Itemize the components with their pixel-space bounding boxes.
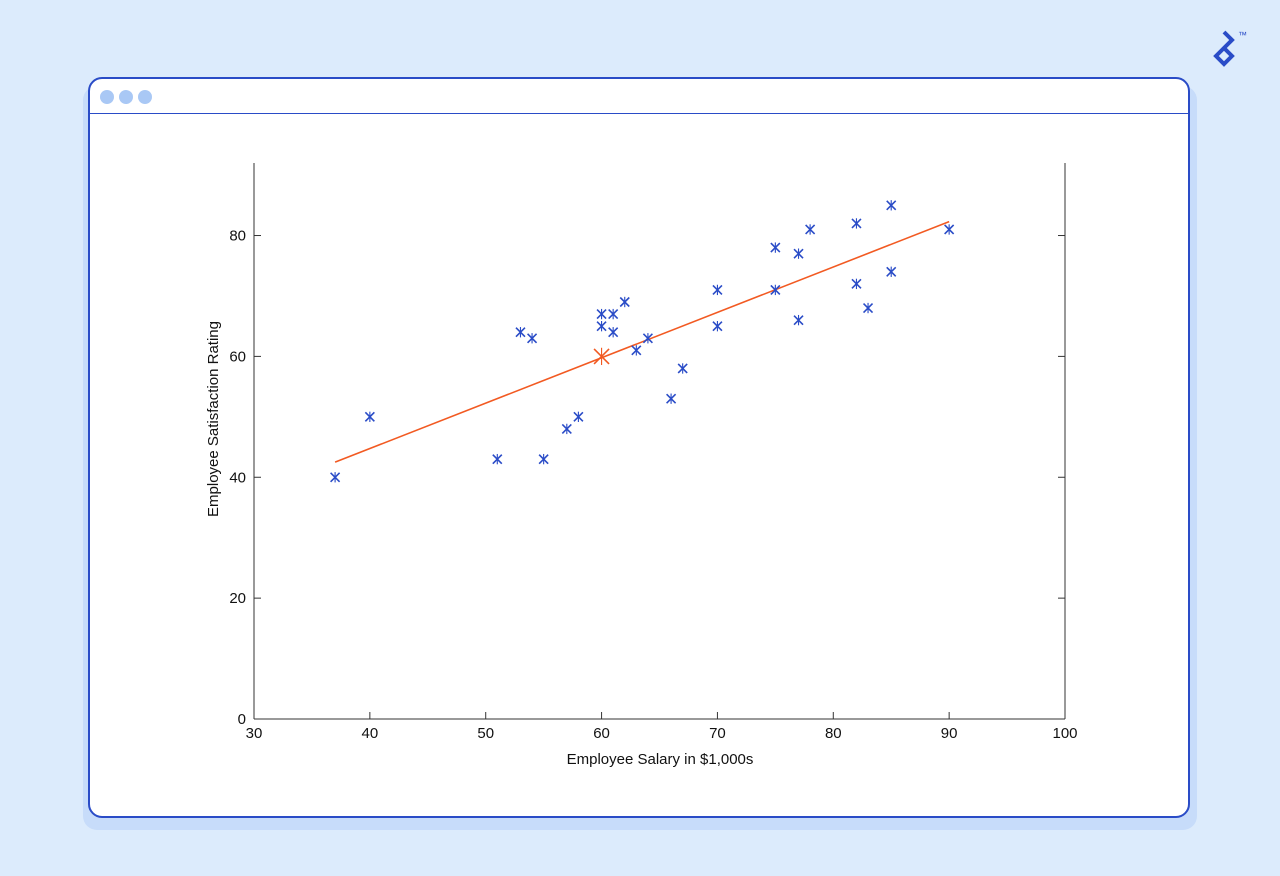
data-point <box>573 411 584 423</box>
data-point <box>886 266 897 277</box>
data-point <box>944 224 955 235</box>
browser-window <box>88 77 1190 818</box>
data-point <box>677 363 688 374</box>
data-points <box>330 200 955 483</box>
data-point <box>851 278 862 290</box>
data-point <box>538 453 549 465</box>
data-point <box>596 308 607 320</box>
x-tick-label: 70 <box>709 725 726 742</box>
x-tick-label: 30 <box>246 725 263 742</box>
fit-line-group <box>334 220 950 463</box>
x-tick-label: 40 <box>362 725 379 742</box>
data-point <box>712 320 723 332</box>
data-point <box>642 333 653 344</box>
data-point <box>793 314 804 326</box>
data-point <box>515 327 526 338</box>
x-axis-label: Employee Salary in $1,000s <box>567 751 754 768</box>
y-tick-label: 0 <box>238 711 246 728</box>
data-point <box>608 327 619 338</box>
window-dot-2[interactable] <box>119 90 133 104</box>
y-tick-label: 20 <box>229 590 246 607</box>
data-point <box>805 224 816 235</box>
data-point <box>770 284 781 296</box>
data-point <box>631 345 642 356</box>
window-dot-1[interactable] <box>100 90 114 104</box>
data-point <box>851 218 862 229</box>
chart-axes <box>253 163 1066 720</box>
y-tick-label: 60 <box>229 348 246 365</box>
data-point <box>330 472 341 483</box>
data-point <box>492 453 503 465</box>
data-point <box>886 200 897 211</box>
y-tick-label: 40 <box>229 469 246 486</box>
data-point <box>712 284 723 296</box>
regression-line <box>334 220 950 463</box>
chart-ticks: 30 40 50 60 70 80 90 100 0 20 40 60 80 <box>229 228 1077 742</box>
data-point <box>793 248 804 259</box>
mean-point <box>593 347 610 366</box>
y-tick-label: 80 <box>229 228 246 245</box>
x-tick-label: 80 <box>825 725 842 742</box>
data-point <box>666 393 677 404</box>
y-axis-label: Employee Satisfaction Rating <box>205 321 222 517</box>
window-titlebar <box>90 79 1188 114</box>
data-point <box>364 411 375 423</box>
data-point <box>596 320 607 332</box>
data-point <box>862 302 874 314</box>
data-point <box>619 296 630 308</box>
x-tick-label: 100 <box>1052 725 1077 742</box>
data-point <box>526 333 538 344</box>
toptal-logo-icon: ™ <box>1210 28 1254 68</box>
window-dot-3[interactable] <box>138 90 152 104</box>
data-point <box>561 423 572 435</box>
x-tick-label: 50 <box>477 725 494 742</box>
data-point <box>770 242 781 253</box>
data-point <box>608 308 619 320</box>
trademark-label: ™ <box>1238 30 1247 40</box>
x-tick-label: 90 <box>941 725 958 742</box>
x-tick-label: 60 <box>593 725 610 742</box>
